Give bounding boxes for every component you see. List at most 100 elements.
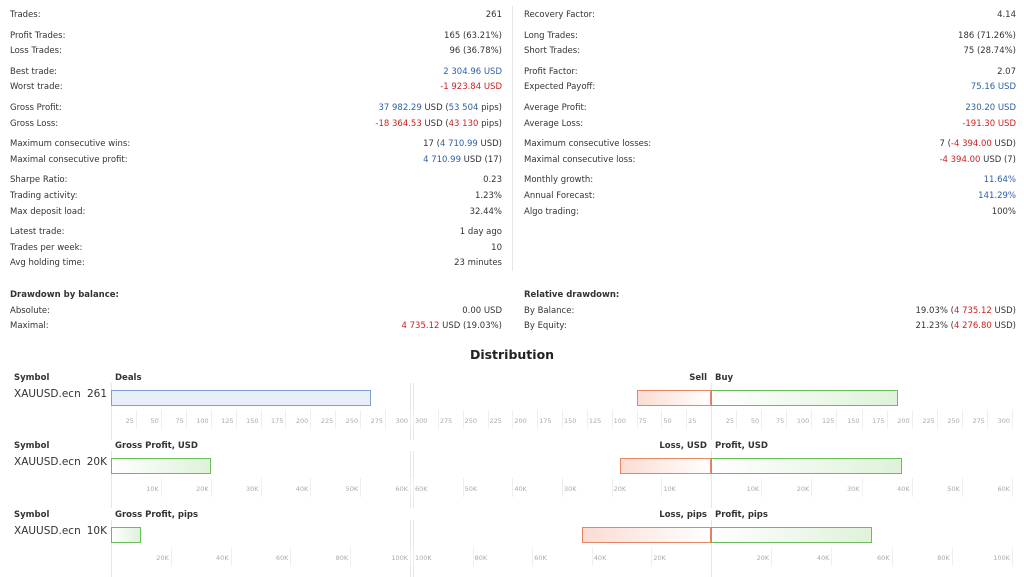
right-right-tick-line bbox=[861, 410, 863, 429]
right-left-bar bbox=[619, 458, 711, 474]
left-tick-label: 75 bbox=[175, 417, 184, 425]
stat-row-maximal: Maximal: 4 735.12 USD (19.03%) bbox=[10, 319, 502, 335]
stat-row-by-equity: By Equity: 21.23% (4 276.80 USD) bbox=[524, 319, 1016, 335]
stat-row-gross-profit: Gross Profit: 37 982.29 USD (53 504 pips) bbox=[10, 101, 502, 117]
right-left-tick-label: 10K bbox=[663, 485, 676, 493]
stat-label: Worst trade: bbox=[10, 82, 63, 93]
right-left-tick-line bbox=[586, 410, 588, 429]
right-right-tick-line bbox=[736, 410, 738, 429]
left-tick-label: 200 bbox=[295, 417, 309, 425]
right-left-tick-label: 40K bbox=[593, 554, 607, 562]
stat-value: 0.00 USD bbox=[462, 305, 502, 316]
stat-row-average-profit: Average Profit: 230.20 USD bbox=[524, 101, 1016, 117]
right-right-tick-label: 125 bbox=[821, 417, 835, 425]
left-tick-line bbox=[160, 410, 162, 429]
right-left-tick-line bbox=[487, 410, 489, 429]
left-chart-header: Gross Profit, pips bbox=[115, 510, 199, 520]
left-tick-line bbox=[350, 547, 352, 566]
left-tick-line bbox=[360, 478, 362, 497]
right-right-tick-line bbox=[951, 547, 953, 566]
right-left-tick-label: 20K bbox=[613, 485, 627, 493]
left-tick-line bbox=[410, 547, 411, 566]
right-right-bar bbox=[711, 527, 873, 543]
stat-label: Loss Trades: bbox=[10, 46, 62, 57]
left-bar bbox=[111, 390, 372, 406]
stat-value: 75 (28.74%) bbox=[963, 46, 1016, 57]
stat-value: 4 735.12 USD (19.03%) bbox=[402, 319, 502, 335]
right-left-tick-line bbox=[661, 478, 663, 497]
stat-row-maximum-consecutive-wins: Maximum consecutive wins: 17 (4 710.99 US… bbox=[10, 137, 502, 153]
stat-value-part: USD (17) bbox=[460, 154, 502, 165]
left-tick-line bbox=[410, 478, 411, 497]
left-tick-label: 100 bbox=[196, 417, 209, 425]
right-right-tick-label: 50 bbox=[750, 417, 760, 425]
stat-label: Average Loss: bbox=[524, 118, 584, 129]
stats-left-column: Trades: 261 Profit Trades: 165 (63.21%) Loss… bbox=[10, 8, 502, 272]
right-right-tick-label: 80K bbox=[937, 554, 950, 562]
stat-value-part: 4 735.12 bbox=[401, 321, 440, 332]
right-right-tick-line bbox=[761, 478, 763, 497]
stat-label: Monthly growth: bbox=[524, 175, 594, 186]
right-left-tick-label: 125 bbox=[588, 417, 602, 425]
right-left-tick-label: 175 bbox=[539, 417, 552, 425]
left-tick-line bbox=[310, 478, 312, 497]
right-axis-mid bbox=[711, 520, 712, 577]
left-tick-line bbox=[160, 478, 162, 497]
stat-value: 11.64% bbox=[983, 175, 1016, 186]
right-right-tick-line bbox=[911, 478, 913, 497]
stat-label: Profit Factor: bbox=[524, 66, 578, 77]
stat-value: 10 bbox=[491, 242, 502, 253]
right-right-tick-line bbox=[761, 410, 763, 429]
left-bar bbox=[111, 458, 211, 474]
right-left-tick-line bbox=[413, 547, 414, 566]
right-right-tick-label: 275 bbox=[972, 417, 985, 425]
right-chart-header-right: Profit, USD bbox=[715, 441, 768, 451]
left-tick-line bbox=[335, 410, 337, 429]
left-tick-label: 225 bbox=[320, 417, 334, 425]
right-left-tick-label: 20K bbox=[653, 554, 666, 562]
stat-row-trades: Trades: 261 bbox=[10, 8, 502, 24]
stat-value: 96 (36.78%) bbox=[449, 46, 502, 57]
right-left-tick-line bbox=[437, 410, 439, 429]
stat-value: 32.44% bbox=[469, 206, 502, 217]
right-right-tick-label: 225 bbox=[922, 417, 935, 425]
left-tick-line bbox=[230, 547, 232, 566]
symbol-header: Symbol bbox=[14, 441, 50, 451]
stat-label: Profit Trades: bbox=[10, 30, 66, 41]
left-tick-label: 50K bbox=[345, 485, 359, 493]
stat-value-part: -4 394.00 bbox=[950, 139, 992, 150]
stat-value-part: USD) bbox=[477, 139, 503, 150]
stat-value-part: 4 735.12 bbox=[953, 305, 992, 316]
stat-value: 141.29% bbox=[978, 190, 1016, 201]
right-right-tick-line bbox=[836, 410, 838, 429]
right-right-tick-label: 75 bbox=[775, 417, 785, 425]
right-right-tick-line bbox=[831, 547, 833, 566]
right-right-bar bbox=[711, 458, 902, 474]
stat-label: By Equity: bbox=[524, 321, 567, 332]
right-left-tick-line bbox=[611, 478, 613, 497]
right-chart-header-right: Profit, pips bbox=[715, 510, 768, 520]
right-left-tick-line bbox=[591, 547, 593, 566]
right-left-tick-line bbox=[413, 478, 414, 497]
right-left-bar bbox=[636, 390, 711, 406]
right-left-tick-label: 40K bbox=[514, 485, 527, 493]
left-tick-label: 150 bbox=[246, 417, 259, 425]
stat-value-part: USD (7) bbox=[980, 154, 1016, 165]
stat-row-algo-trading: Algo trading: 100% bbox=[524, 205, 1016, 221]
left-axis-start bbox=[111, 451, 112, 508]
right-axis-mid bbox=[711, 451, 712, 508]
stat-value-part: 43 130 bbox=[448, 118, 479, 129]
stat-label: Maximal: bbox=[10, 321, 49, 332]
right-axis-mid bbox=[711, 383, 712, 440]
right-right-tick-label: 40K bbox=[897, 485, 910, 493]
left-tick-label: 250 bbox=[345, 417, 359, 425]
stat-row-worst-trade: Worst trade: -1 923.84 USD bbox=[10, 80, 502, 96]
stat-label: Max deposit load: bbox=[10, 206, 86, 217]
stat-row-maximal-consecutive-loss: Maximal consecutive loss: -4 394.00 USD (… bbox=[524, 153, 1016, 169]
stat-value-part: USD) bbox=[991, 139, 1017, 150]
right-left-tick-label: 200 bbox=[514, 417, 527, 425]
right-right-tick-line bbox=[811, 410, 813, 429]
right-right-tick-line bbox=[886, 410, 888, 429]
right-left-tick-label: 225 bbox=[489, 417, 502, 425]
stat-value-part: 21.23% ( bbox=[915, 321, 954, 332]
